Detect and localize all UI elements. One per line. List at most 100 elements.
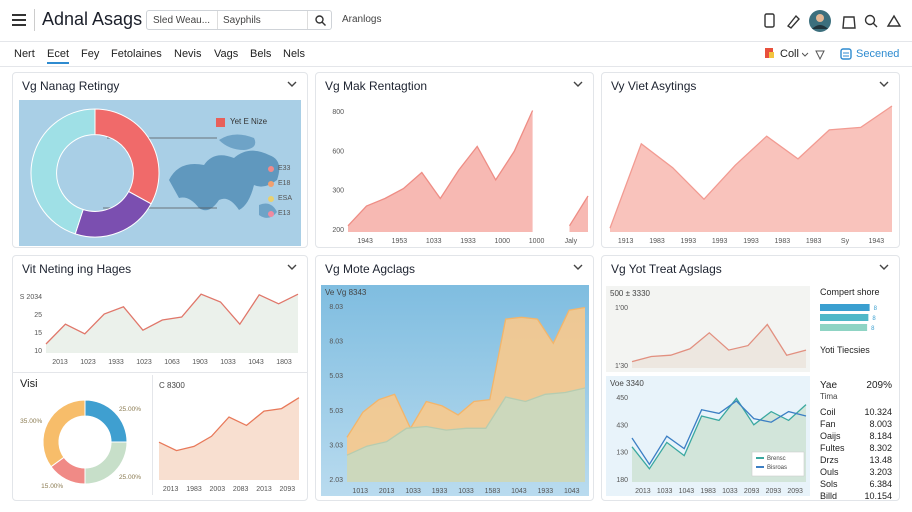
header-border (0, 41, 912, 42)
chevron[interactable] (879, 81, 889, 88)
search-handle (872, 22, 878, 28)
x-tick-label: 1033 (722, 488, 738, 495)
chart-svg (30, 108, 160, 238)
x-tick-label: 1933 (460, 238, 476, 245)
search-box[interactable]: Sled Weau... Sayphils (146, 10, 332, 30)
x-tick-label: 1913 (618, 238, 634, 245)
table-header: Yae (820, 380, 838, 391)
y-tick-label: 8.03 (329, 339, 343, 346)
legend-label: E33 (278, 165, 291, 172)
menu-icon[interactable] (12, 13, 28, 27)
y-tick-label: 2.03 (329, 477, 343, 484)
x-tick-label: 1943 (357, 238, 373, 245)
x-tick-label: 1993 (743, 238, 759, 245)
nav-icons (802, 50, 825, 60)
chevron[interactable] (573, 264, 583, 271)
phone-icon[interactable] (764, 13, 775, 28)
nav-right-item[interactable]: Coll (780, 48, 799, 60)
x-tick-label: 1933 (432, 488, 448, 495)
table-cell: 3.203 (869, 467, 892, 477)
chevron[interactable] (573, 81, 583, 88)
y-tick-label: 10 (34, 348, 42, 355)
chevron[interactable] (287, 81, 297, 88)
area-chart: 1913 1983 1993 1993 1993 1983 1983 Sy 1943 (606, 98, 896, 246)
data-label: 25.00% (119, 474, 141, 481)
y-tick-label: 300 (332, 188, 344, 195)
table-cell: 13.48 (869, 455, 892, 465)
x-tick-label: 1043 (679, 488, 695, 495)
area (347, 388, 585, 482)
y-tick-label: 430 (616, 422, 628, 429)
nav-tab[interactable]: Ecet (47, 48, 70, 64)
legend-box (751, 451, 805, 477)
table-title: Yoti Tiecsies (820, 345, 870, 355)
chevron[interactable] (287, 264, 297, 271)
area (632, 324, 806, 368)
chart-svg: Voe 3340 450 430 130 180 2013 1033 1043 1983 1033… (610, 379, 807, 495)
y-tick-label: 800 (332, 109, 344, 116)
table-cell: Drzs (820, 455, 839, 465)
x-tick-label: 1993 (681, 238, 697, 245)
chart-svg: C 8300 2013 1983 2003 2083 2013 2093 (158, 381, 300, 493)
table-cell: 10.154 (864, 491, 892, 501)
share-icon[interactable] (886, 14, 902, 27)
table-cell: Fan (820, 419, 836, 429)
area-chart: Ve Vg 8343 8.03 8.03 5.03 5.03 3.03 2.03 1013 20… (321, 285, 589, 496)
legend-label: E18 (278, 180, 291, 187)
nav-tab[interactable]: Fey (81, 48, 100, 60)
x-tick-label: Jaly (565, 238, 578, 245)
x-tick-label: 2093 (787, 488, 803, 495)
x-tick-label: 2093 (280, 486, 296, 493)
x-tick-label: 1043 (248, 359, 264, 366)
area-chart: C 8300 2013 1983 2003 2083 2013 2093 (155, 378, 303, 494)
area (610, 106, 892, 232)
table-cell: Coil (820, 407, 836, 417)
x-tick-label: 1043 (511, 488, 527, 495)
line (346, 306, 586, 438)
nav-tab[interactable]: Nevis (174, 48, 202, 60)
donut-chart (26, 105, 164, 241)
bag-icon[interactable] (842, 16, 856, 29)
search-value: Sayphils (223, 15, 261, 26)
x-tick-label: 1033 (220, 359, 236, 366)
edit-icon[interactable] (786, 14, 800, 29)
search-icon[interactable] (864, 14, 876, 26)
table-cell: Sols (820, 479, 838, 489)
divider (307, 11, 308, 29)
bar-chart: Compert shore 8 8 8 (818, 286, 898, 332)
panel-title: Vg Yot Treat Agslags (611, 262, 722, 276)
y-tick-label: 1'30 (615, 363, 628, 370)
panel-title: Vit Neting ing Hages (22, 262, 132, 276)
y-tick-label: 450 (616, 395, 628, 402)
area (348, 110, 588, 232)
nav-tab[interactable]: Bels (250, 48, 272, 60)
nav-right-item[interactable]: Secened (856, 48, 900, 60)
app-title: Adnal Asags (42, 9, 143, 29)
x-tick-label: 1013 (352, 488, 368, 495)
legend-swatch (268, 211, 274, 217)
y-tick-label: 8.03 (329, 304, 343, 311)
panel-title: Vg Nanag Retingy (22, 79, 120, 93)
x-tick-label: 1023 (136, 359, 152, 366)
line (347, 110, 589, 227)
table-cell: Fultes (820, 443, 845, 453)
nav-tab[interactable]: Nert (14, 48, 35, 60)
line (346, 387, 586, 456)
header-link[interactable]: Aranlogs (342, 14, 382, 25)
line (609, 105, 893, 229)
nav-tab[interactable]: Nels (283, 48, 306, 60)
y-tick-label: 200 (332, 227, 344, 234)
legend-title: Yet E Nize (230, 117, 268, 126)
sub-title: Visi (20, 378, 38, 390)
search-icon[interactable] (315, 15, 326, 26)
divider (217, 11, 218, 29)
x-tick-label: 1983 (700, 488, 716, 495)
table-cell: 6.384 (869, 479, 892, 489)
donut-segment (94, 108, 160, 205)
chevron[interactable] (879, 264, 889, 271)
x-tick-label: 2093 (766, 488, 782, 495)
divider (34, 9, 35, 31)
nav-tab[interactable]: Fetolaines (111, 48, 162, 60)
line (631, 323, 807, 363)
nav-tab[interactable]: Vags (214, 48, 239, 60)
